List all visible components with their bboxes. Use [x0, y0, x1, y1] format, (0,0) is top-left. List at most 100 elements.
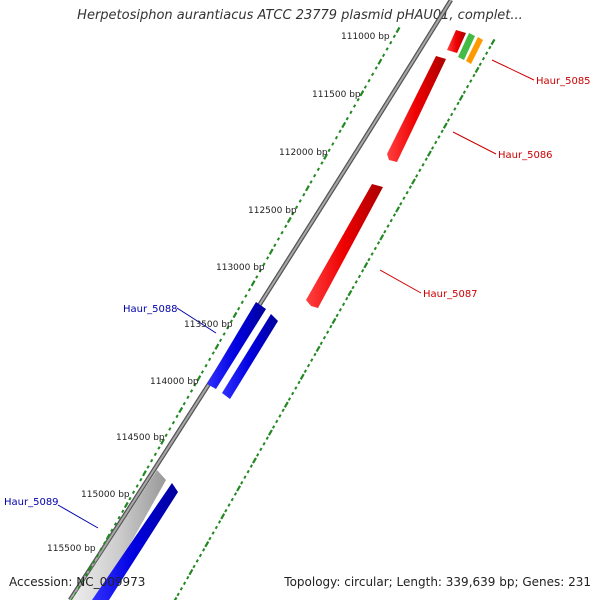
scale-tick — [481, 56, 486, 61]
scale-tick — [247, 287, 252, 292]
scale-tick — [103, 541, 107, 545]
scale-tick — [224, 508, 228, 513]
scale-tick — [313, 173, 317, 178]
scale-tick — [74, 591, 78, 596]
scale-tick — [255, 275, 259, 279]
scale-tick — [117, 515, 121, 520]
scale-tracks — [70, 26, 496, 600]
scale-tick — [188, 568, 194, 576]
scale-tick — [367, 257, 371, 262]
scale-tick — [309, 180, 313, 184]
scale-tick — [266, 256, 270, 260]
scale-tick — [271, 425, 276, 429]
scale-tick — [211, 531, 215, 535]
scale-tick — [320, 161, 324, 165]
gene-label-haur-5086[interactable]: Haur_5086 — [498, 150, 553, 161]
scale-tick — [345, 116, 349, 121]
gene-feature-orange[interactable] — [466, 37, 483, 64]
scale-tick — [331, 142, 335, 146]
gene-label-haur-5087[interactable]: Haur_5087 — [423, 289, 478, 300]
gene-arrow-haur-5087[interactable] — [306, 184, 383, 308]
gene-pseudo-haur-5089[interactable] — [72, 470, 166, 600]
scale-tick — [244, 294, 248, 298]
scale-tick — [230, 497, 234, 502]
scale-tick — [395, 206, 401, 213]
scale-tick — [349, 110, 353, 115]
scale-tick — [469, 79, 473, 83]
scale-tick — [367, 78, 371, 83]
gene-feature-green[interactable] — [458, 33, 475, 60]
scale-tick — [157, 446, 161, 450]
gene-label-haur-5085[interactable]: Haur_5085 — [536, 76, 591, 87]
scale-tick — [446, 118, 451, 122]
scale-tick — [240, 300, 244, 305]
scale-tick — [243, 475, 247, 479]
gene-arrow-haur-5088a[interactable] — [207, 302, 266, 389]
scale-tick — [250, 280, 256, 287]
label-leaders — [57, 59, 535, 529]
scale-tick — [273, 243, 277, 248]
scale-tick — [359, 90, 365, 97]
scale-tick — [399, 202, 403, 206]
map-title: Herpetosiphon aurantiacus ATCC 23779 pla… — [77, 8, 523, 23]
scale-tick — [302, 192, 306, 197]
scale-tick — [278, 414, 282, 418]
tick-label: 111500 bp — [312, 90, 361, 100]
scale-tick — [287, 397, 292, 401]
scale-tick — [189, 389, 194, 393]
scale-tick — [70, 596, 75, 600]
scale-tick — [262, 442, 266, 446]
scale-tick — [171, 420, 176, 425]
scale-tick — [265, 436, 269, 440]
scale-tick — [192, 564, 196, 569]
scale-tick — [202, 548, 206, 552]
gene-label-haur-5088[interactable]: Haur_5088 — [123, 304, 178, 315]
scale-tick — [249, 464, 253, 468]
scale-tick — [426, 150, 432, 157]
gene-arrow-haur-5085[interactable] — [447, 30, 466, 53]
scale-tick — [146, 465, 150, 469]
scale-tick — [354, 280, 358, 284]
scale-tick — [198, 553, 203, 558]
scale-tick — [186, 395, 190, 400]
scale-tick — [164, 433, 168, 438]
scale-tick — [352, 104, 357, 108]
scale-tick — [421, 163, 425, 167]
scale-tick — [291, 211, 295, 216]
scale-tick — [472, 73, 476, 78]
scale-tick — [204, 363, 208, 368]
scale-tick — [178, 406, 184, 414]
scale-tick — [81, 579, 85, 583]
scale-tick — [376, 241, 381, 245]
scale-tick — [373, 246, 377, 251]
scale-tick — [208, 357, 212, 362]
scale-tick — [377, 58, 383, 65]
scale-tick — [92, 560, 96, 564]
scale-tick — [316, 167, 320, 172]
scale-tick — [370, 252, 374, 256]
tick-label: 111000 bp — [341, 32, 390, 42]
scale-tick — [374, 66, 378, 70]
gene-label-haur-5089[interactable]: Haur_5089 — [4, 497, 59, 508]
scale-tick — [381, 53, 386, 58]
scale-tick — [87, 565, 93, 572]
plasmid-backbone-highlight — [69, 0, 452, 600]
scale-tick — [326, 330, 330, 334]
scale-tick — [323, 153, 328, 160]
scale-tick — [341, 121, 347, 129]
scale-tick — [474, 66, 480, 74]
scale-tick — [456, 101, 460, 106]
scale-tick — [306, 363, 311, 368]
scale-tick — [395, 26, 401, 34]
scale-tick — [182, 581, 187, 586]
scale-tick — [313, 352, 317, 357]
tick-labels: 111000 bp 111500 bp 112000 bp 112500 bp … — [47, 32, 390, 554]
gene-arrow-haur-5088b[interactable] — [222, 314, 278, 399]
scale-tick — [77, 585, 81, 590]
scale-tick — [408, 185, 412, 189]
scale-tick — [276, 237, 281, 241]
gene-arrow-haur-5086[interactable] — [387, 56, 446, 162]
gene-arrow-haur-5089[interactable] — [92, 483, 178, 600]
scale-tick — [281, 408, 285, 413]
